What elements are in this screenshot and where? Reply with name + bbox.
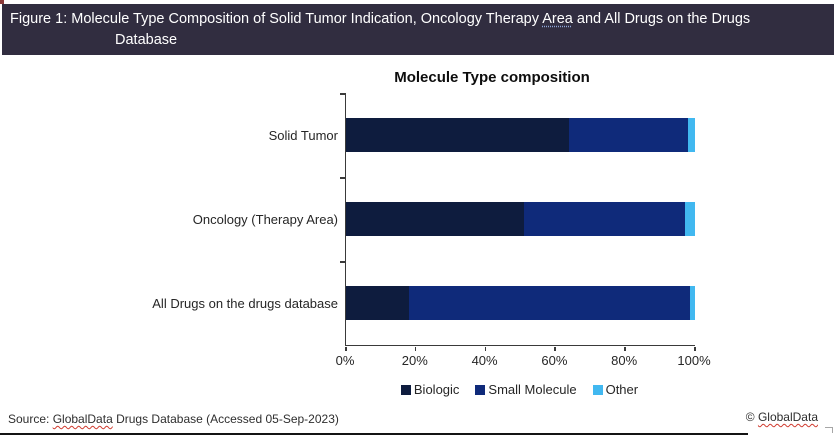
table-resize-handle xyxy=(825,427,833,433)
x-axis-labels: 0% 20% 40% 60% 80% 100% xyxy=(336,353,711,369)
y-axis-tick xyxy=(340,93,346,95)
x-axis-tick-label: 20% xyxy=(401,353,428,368)
legend-item-small-molecule: Small Molecule xyxy=(475,382,577,397)
category-label-oncology-therapy-area-: Oncology (Therapy Area) xyxy=(192,211,338,227)
bar-segment-other xyxy=(688,118,695,152)
category-labels: Solid Tumor Oncology (Therapy Area) All Dr… xyxy=(0,93,338,345)
legend-item-biologic: Biologic xyxy=(400,382,460,397)
legend-label: Other xyxy=(605,382,639,397)
bar-segment-biologic xyxy=(346,202,524,236)
figure-caption-banner: Figure 1: Molecule Type Composition of S… xyxy=(2,4,834,55)
bar-segment-biologic xyxy=(346,118,570,152)
stacked-bar-solid-tumor xyxy=(346,118,695,152)
source-note: Source: GlobalData Drugs Database (Acces… xyxy=(8,412,339,426)
x-axis-tick-label: 80% xyxy=(611,353,638,368)
table-bottom-border xyxy=(0,433,748,435)
spellcheck-underlined-word: Area xyxy=(542,11,573,27)
table-anchor-mark xyxy=(0,0,4,4)
category-label-all-drugs-on-the-drugs-database: All Drugs on the drugs database xyxy=(152,295,338,311)
source-prefix: Source: xyxy=(8,412,53,426)
bar-segment-small-molecule xyxy=(569,118,689,152)
x-axis-tick-label: 40% xyxy=(471,353,498,368)
legend: Biologic Small Molecule Other xyxy=(345,382,694,397)
legend-item-other: Other xyxy=(592,382,639,397)
legend-swatch-icon xyxy=(475,384,486,395)
spellcheck-underlined-brand: GlobalData xyxy=(757,410,818,424)
spellcheck-underlined-brand: GlobalData xyxy=(52,412,113,426)
copyright-symbol: © xyxy=(745,410,758,424)
copyright-note: © GlobalData xyxy=(746,410,818,424)
legend-label: Biologic xyxy=(413,382,460,397)
category-label-solid-tumor: Solid Tumor xyxy=(268,127,338,143)
stacked-bar-oncology-therapy-area- xyxy=(346,202,695,236)
x-axis-tick-label: 60% xyxy=(541,353,568,368)
y-axis-tick xyxy=(340,177,346,179)
x-axis-tick-label: 0% xyxy=(335,353,355,368)
x-axis-tick-label: 100% xyxy=(677,353,711,368)
figure-caption-text: Figure 1: Molecule Type Composition of S… xyxy=(10,11,543,27)
x-axis-tick xyxy=(694,346,696,351)
legend-swatch-icon xyxy=(592,384,603,395)
x-axis-tick xyxy=(624,346,626,351)
x-axis-tick xyxy=(554,346,556,351)
bar-segment-small-molecule xyxy=(523,202,685,236)
plot-area xyxy=(340,93,696,351)
x-axis-tick xyxy=(414,346,417,351)
bar-segment-other xyxy=(684,202,695,236)
figure-caption-text: and All Drugs on the Drugs xyxy=(572,11,751,27)
figure-caption-line1: Figure 1: Molecule Type Composition of S… xyxy=(2,9,834,30)
stacked-bar-all-drugs-on-the-drugs-database xyxy=(346,286,695,320)
chart-title: Molecule Type composition xyxy=(394,69,590,86)
legend-swatch-icon xyxy=(400,384,411,395)
y-axis-tick xyxy=(340,261,346,263)
bar-segment-other xyxy=(689,286,695,320)
bar-segment-biologic xyxy=(346,286,409,320)
x-axis-tick xyxy=(345,346,347,351)
bar-segment-small-molecule xyxy=(408,286,690,320)
figure-caption-line2: Database xyxy=(115,32,178,48)
x-axis-tick xyxy=(484,346,487,351)
legend-label: Small Molecule xyxy=(488,382,577,397)
source-suffix: Drugs Database (Accessed 05-Sep-2023) xyxy=(112,412,339,426)
